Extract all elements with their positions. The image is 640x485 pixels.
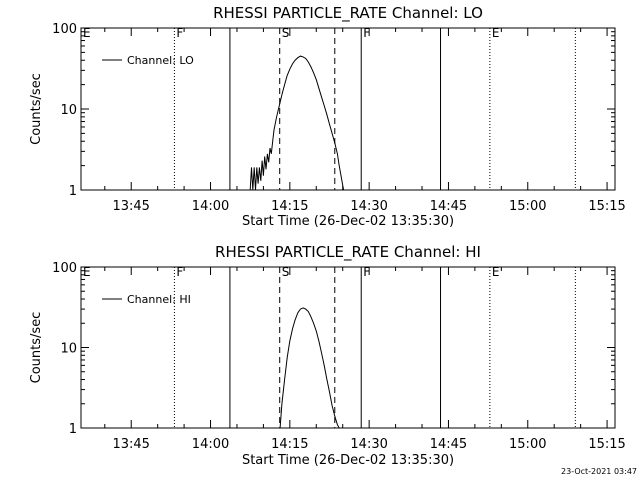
y-tick-label: 100	[52, 261, 77, 276]
y-tick-label: 1	[69, 184, 77, 199]
flag-label: F	[176, 265, 183, 279]
x-tick-label: 14:45	[430, 437, 467, 452]
x-tick-label: 13:45	[112, 199, 149, 214]
flag-label: F	[363, 265, 370, 279]
chart-panel-1: RHESSI PARTICLE_RATE Channel: LO E F S F E 13:…	[29, 4, 626, 229]
legend-label: Channel: LO	[127, 54, 194, 67]
chart-title: RHESSI PARTICLE_RATE Channel: HI	[215, 243, 481, 262]
plot-timestamp: 23-Oct-2021 03:47	[561, 467, 637, 476]
chart-panel-2: RHESSI PARTICLE_RATE Channel: HI E F S F E 13:…	[29, 243, 626, 468]
flag-label: E	[492, 26, 500, 40]
y-tick-label: 10	[60, 103, 77, 118]
x-tick-label: 15:00	[509, 199, 546, 214]
x-tick-label: 13:45	[112, 437, 149, 452]
flag-label: F	[363, 26, 370, 40]
legend-label: Channel: HI	[127, 293, 191, 306]
x-tick-label: 14:00	[192, 199, 229, 214]
x-tick-label: 14:45	[430, 199, 467, 214]
series-line-channel-hi	[279, 307, 341, 429]
flag-label: E	[492, 265, 500, 279]
y-tick-label: 10	[60, 342, 77, 357]
x-tick-label: 14:30	[350, 199, 387, 214]
flag-label: E	[83, 26, 91, 40]
flag-label: F	[176, 26, 183, 40]
chart-title: RHESSI PARTICLE_RATE Channel: LO	[213, 4, 483, 23]
plot-frame	[80, 27, 616, 191]
plot-frame	[80, 266, 616, 429]
x-tick-label: 14:15	[271, 199, 308, 214]
x-tick-label: 14:00	[192, 437, 229, 452]
series-line-channel-lo	[249, 55, 345, 191]
x-axis-label: Start Time (26-Dec-02 13:35:30)	[242, 214, 454, 229]
x-axis-label: Start Time (26-Dec-02 13:35:30)	[242, 453, 454, 468]
x-tick-label: 15:15	[588, 199, 625, 214]
y-tick-label: 100	[52, 22, 77, 37]
y-tick-label: 1	[69, 422, 77, 437]
flag-label: S	[282, 26, 290, 40]
x-tick-label: 15:15	[588, 437, 625, 452]
y-axis-label: Counts/sec	[29, 312, 44, 384]
x-tick-label: 15:00	[509, 437, 546, 452]
x-tick-label: 14:15	[271, 437, 308, 452]
y-axis-label: Counts/sec	[29, 73, 44, 145]
x-tick-label: 14:30	[350, 437, 387, 452]
flag-label: S	[282, 265, 290, 279]
flag-label: E	[83, 265, 91, 279]
